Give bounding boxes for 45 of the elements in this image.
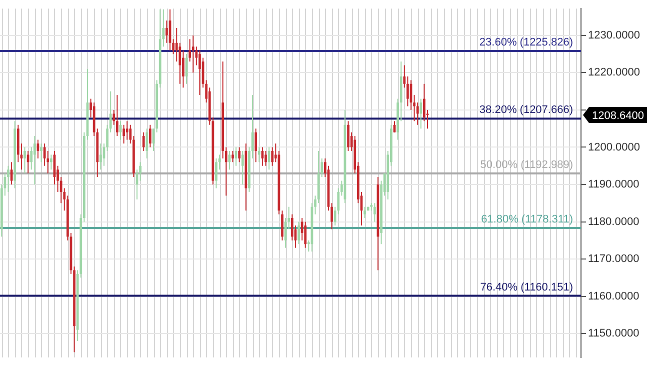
text: 1208.6400 (592, 110, 644, 122)
candlestick (264, 150, 267, 166)
y-tick-label: 1190.0000 (588, 178, 640, 191)
candlestick (241, 150, 244, 185)
y-tick-label: 1180.0000 (588, 216, 640, 228)
candlestick (364, 206, 366, 219)
candlestick (146, 128, 148, 159)
candlestick (254, 128, 258, 163)
ref-line-label: 23.60% (1225.826) (479, 36, 573, 49)
candlestick (198, 50, 201, 96)
candlestick (298, 221, 300, 245)
ref-line-label: 61.80% (1178.311) (481, 214, 573, 226)
candlestick (126, 120, 128, 140)
candlestick (281, 210, 284, 241)
candlestick (228, 150, 231, 170)
candlestick (166, 20, 168, 44)
y-tick-label: 1160.0000 (588, 290, 640, 302)
candlestick (149, 124, 152, 148)
candlestick (33, 136, 36, 185)
candlestick (258, 146, 260, 163)
ref-line-label: 38.20% (1207.666) (479, 104, 573, 116)
y-tick-label: 1230.0000 (588, 29, 640, 42)
ref-line-label: 76.40% (1160.151) (480, 281, 573, 294)
candlestick (116, 94, 118, 137)
candlestick (40, 143, 42, 163)
candlestick (7, 165, 10, 192)
candlestick (215, 158, 218, 189)
candlestick (142, 132, 145, 152)
candlestick (271, 146, 274, 166)
candlestick (238, 146, 241, 163)
y-tick-label: 1200.0000 (588, 141, 640, 154)
candlestick (122, 124, 125, 144)
candlestick (304, 221, 307, 248)
candlestick (420, 98, 422, 130)
candlestick (373, 202, 376, 222)
candlestick (192, 34, 194, 74)
candlestick (232, 150, 234, 163)
ref-line-label: 50.00% (1192.989) (480, 158, 573, 171)
y-tick-label: 1170.0000 (588, 253, 640, 266)
candlestick (99, 143, 102, 170)
candlestick (50, 154, 52, 170)
candlestick (24, 146, 26, 174)
y-tick-label: 1150.0000 (588, 328, 640, 340)
candlestick (347, 120, 350, 152)
y-tick-label: 1220.0000 (588, 66, 640, 79)
